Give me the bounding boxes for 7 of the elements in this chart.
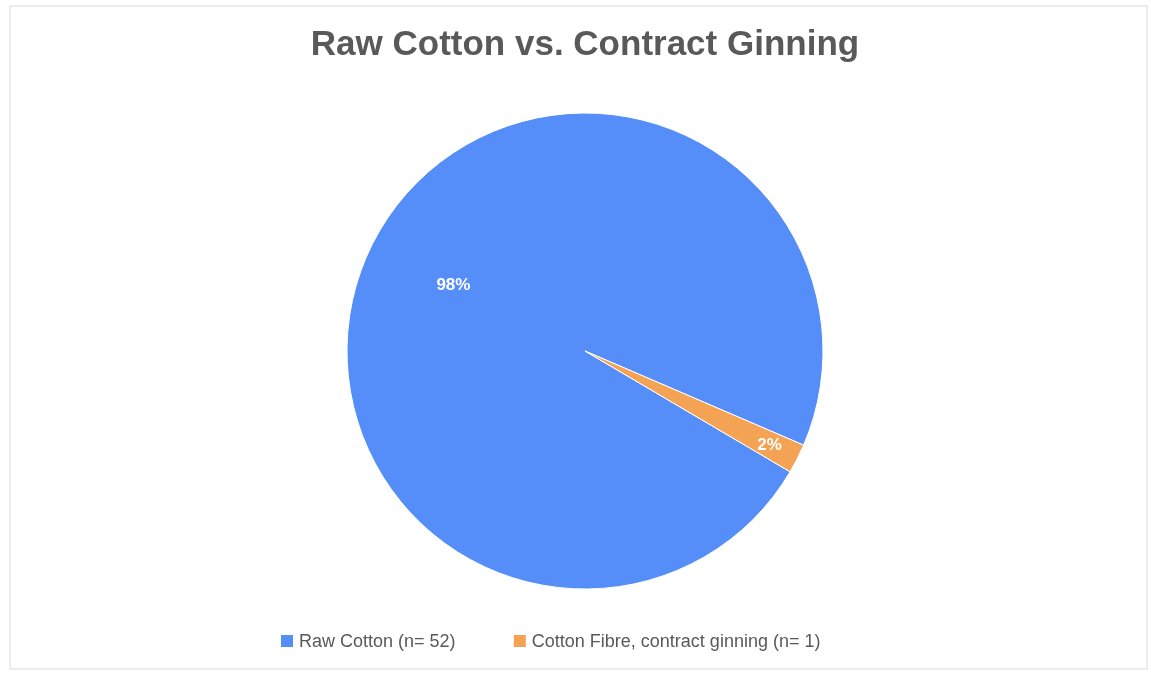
data-label: 98% <box>436 274 471 294</box>
legend-label: Cotton Fibre, contract ginning (n= 1) <box>531 631 821 651</box>
pie-slice <box>346 112 824 590</box>
legend-label: Raw Cotton (n= 52) <box>299 631 456 651</box>
chart-title: Raw Cotton vs. Contract Ginning <box>310 23 860 62</box>
data-label: 2% <box>757 435 782 455</box>
pie-slice <box>584 350 805 473</box>
